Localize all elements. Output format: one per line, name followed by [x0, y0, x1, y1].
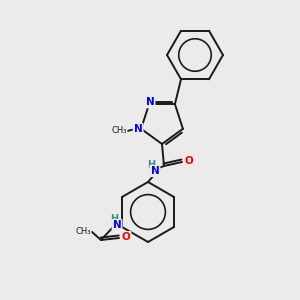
Text: O: O — [184, 156, 194, 166]
Text: H: H — [147, 160, 155, 170]
Text: CH₃: CH₃ — [111, 126, 127, 135]
Text: N: N — [151, 166, 159, 176]
Text: O: O — [122, 232, 130, 242]
Text: N: N — [134, 124, 142, 134]
Text: H: H — [110, 214, 118, 224]
Text: N: N — [112, 220, 122, 230]
Text: N: N — [146, 97, 154, 107]
Text: CH₃: CH₃ — [75, 227, 91, 236]
